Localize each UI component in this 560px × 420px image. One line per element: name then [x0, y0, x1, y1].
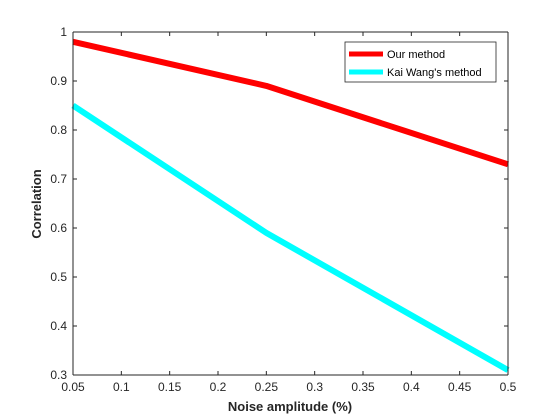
y-tick-label: 0.4 [50, 319, 67, 333]
y-tick-label: 0.8 [50, 123, 67, 137]
legend-label-our-method: Our method [387, 49, 445, 61]
x-tick-label: 0.5 [500, 380, 517, 394]
x-axis-label: Noise amplitude (%) [228, 399, 352, 414]
y-tick-label: 0.9 [50, 74, 67, 88]
plot-background [73, 32, 508, 375]
x-tick-label: 0.3 [306, 380, 323, 394]
y-axis-label: Correlation [29, 169, 44, 238]
y-tick-label: 0.5 [50, 270, 67, 284]
y-tick-label: 0.3 [50, 368, 67, 382]
x-tick-label: 0.15 [158, 380, 182, 394]
x-tick-label: 0.35 [351, 380, 375, 394]
y-tick-label: 0.6 [50, 221, 67, 235]
x-tick-label: 0.4 [403, 380, 420, 394]
axes-box [72, 31, 509, 376]
y-ticks: 0.3 0.4 0.5 0.6 0.7 0.8 0.9 1 [50, 25, 508, 382]
series-layer [71, 38, 510, 373]
legend-box [344, 41, 497, 83]
series-line-1 [71, 102, 510, 373]
x-ticks: 0.05 0.1 0.15 0.2 0.25 0.3 0.35 0.4 0.45 0.5 [61, 32, 517, 394]
x-tick-label: 0.05 [61, 380, 85, 394]
y-tick-label: 0.7 [50, 172, 67, 186]
x-tick-label: 0.2 [210, 380, 227, 394]
y-tick-label: 1 [60, 25, 67, 39]
series-line-0 [72, 38, 509, 168]
legend-label-kai-wang-method: Kai Wang's method [387, 67, 482, 79]
legend: Our method Kai Wang's method [344, 41, 497, 83]
x-tick-label: 0.45 [448, 380, 472, 394]
plot-area [73, 32, 508, 375]
x-tick-label: 0.1 [113, 380, 130, 394]
x-tick-label: 0.25 [255, 380, 279, 394]
